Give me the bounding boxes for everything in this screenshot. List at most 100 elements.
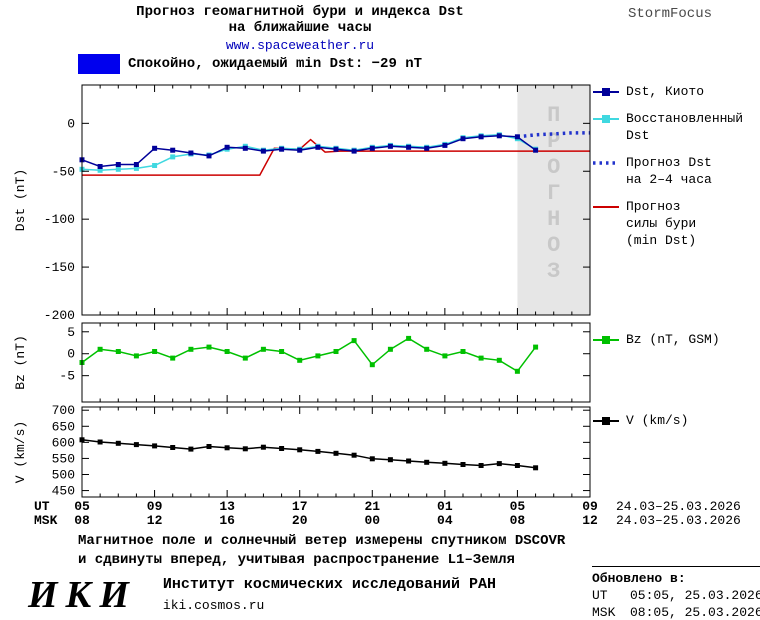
y-tick-label: 0 <box>67 116 75 131</box>
forecast-watermark-letter: Н <box>547 207 560 232</box>
updated-ut-zone: UT <box>592 588 608 603</box>
status-color-swatch <box>78 54 120 74</box>
note-line1: Магнитное поле и солнечный ветер измерен… <box>78 533 566 549</box>
series-bz-gsm-marker <box>188 346 194 352</box>
x-tick-label-msk: 20 <box>292 513 308 528</box>
series-solar-wind-speed-marker <box>297 447 303 453</box>
series-bz-gsm <box>81 337 537 373</box>
bz-marker-icon <box>593 336 619 344</box>
y-tick-label: 700 <box>52 403 75 418</box>
legend-label-bz: Bz (nT, GSM) <box>626 332 720 347</box>
series-dst-forecast-2-4h <box>517 131 590 139</box>
storm-status-indicator: Спокойно, ожидаемый min Dst: −29 nT <box>78 54 422 74</box>
series-bz-gsm-marker <box>406 335 412 341</box>
organization-text: Институт космических исследований РАН ik… <box>163 576 496 613</box>
legend-main: Dst, Киото Восстановленный Dst Прогноз D… <box>593 83 759 249</box>
series-solar-wind-speed-marker <box>224 445 230 451</box>
series-bz-gsm-marker <box>133 353 139 359</box>
series-solar-wind-speed-marker <box>514 463 520 468</box>
org-site-link[interactable]: iki.cosmos.ru <box>162 598 265 613</box>
series-bz-gsm-marker <box>387 346 393 352</box>
series-bz-gsm-marker <box>115 349 121 354</box>
series-bz-gsm-marker <box>152 349 158 354</box>
series-bz-gsm-marker <box>533 344 539 350</box>
org-name: Институт космических исследований РАН <box>162 576 496 593</box>
x-tick-label-ut: 09 <box>147 499 163 514</box>
series-bz-gsm-marker <box>424 346 430 352</box>
legend-item-dst-forecast: Прогноз Dst на 2–4 часа <box>593 154 759 188</box>
series-bz-gsm-marker <box>242 355 248 361</box>
series-solar-wind-speed-marker <box>351 452 357 458</box>
series-dst-kyoto-marker <box>496 133 502 139</box>
x-tick-label-ut: 09 <box>582 499 598 514</box>
y-axis-label: Dst (nT) <box>13 169 28 231</box>
x-tick-label-msk: 04 <box>437 513 453 528</box>
x-tick-label-ut: 01 <box>437 499 453 514</box>
x-tick-label-msk: 08 <box>74 513 90 528</box>
legend-label-storm-forecast: Прогноз силы бури (min Dst) <box>626 199 697 248</box>
iki-logo: ИКИ <box>28 574 137 616</box>
organization-block: ИКИ Институт космических исследований РА… <box>28 576 496 614</box>
series-dst-kyoto-marker <box>406 144 412 150</box>
series-dst-kyoto-marker <box>97 164 103 169</box>
forecast-watermark-letter: О <box>547 233 560 258</box>
spaceweather-link[interactable]: www.spaceweather.ru <box>225 38 375 53</box>
series-solar-wind-speed-marker <box>333 450 339 456</box>
series-dst-reconstructed-marker <box>115 166 121 172</box>
legend-label-dst-kyoto: Dst, Киото <box>626 84 705 99</box>
note-line2: и сдвинуты вперед, учитывая распростране… <box>78 552 515 568</box>
series-solar-wind-speed-marker <box>97 439 103 445</box>
forecast-watermark-letter: П <box>547 103 560 128</box>
x-tick-label-ut: 21 <box>364 499 380 514</box>
series-solar-wind-speed-marker <box>152 443 158 449</box>
header: Прогноз геомагнитной бури и индекса Dst … <box>80 4 520 53</box>
y-axis-label: Bz (nT) <box>13 335 28 390</box>
date-range-msk: 24.03–25.03.2026 <box>616 513 741 528</box>
series-bz-gsm-marker <box>260 346 266 352</box>
series-dst-kyoto-marker <box>460 136 466 142</box>
series-solar-wind-speed-marker <box>279 446 285 451</box>
series-solar-wind-speed-marker <box>315 448 321 454</box>
series-dst-kyoto-marker <box>333 146 339 152</box>
series-solar-wind-speed-marker <box>188 446 194 452</box>
plot-box <box>81 322 591 403</box>
series-dst-kyoto-marker <box>514 134 520 140</box>
series-dst-kyoto-marker <box>351 148 357 154</box>
series-solar-wind-speed-marker <box>242 446 248 452</box>
legend-item-dst-kyoto: Dst, Киото <box>593 83 759 100</box>
y-tick-label: 0 <box>67 347 75 362</box>
series-dst-kyoto-marker <box>369 145 375 151</box>
x-tick-label-ut: 05 <box>510 499 526 514</box>
updated-panel: Обновлено в: UT 05:05, 25.03.2026 MSK 08:0… <box>592 566 760 620</box>
updated-row-msk: MSK 08:05, 25.03.2026 <box>592 605 760 620</box>
series-solar-wind-speed-marker <box>170 445 176 450</box>
x-tick-label-msk: 00 <box>364 513 380 528</box>
ut-axis-label: UT <box>34 499 50 514</box>
series-dst-kyoto-marker <box>188 150 194 156</box>
dst-forecast-marker-icon <box>593 161 619 165</box>
series-dst-kyoto-marker <box>152 145 158 151</box>
series-solar-wind-speed-marker <box>387 457 393 463</box>
legend-bz: Bz (nT, GSM) <box>593 331 759 348</box>
y-axis-label: V (km/s) <box>13 421 28 483</box>
series-bz-gsm-marker <box>442 353 448 359</box>
legend-item-dst-reconstructed: Восстановленный Dst <box>593 110 759 144</box>
y-tick-label: 500 <box>52 468 75 483</box>
marker-square <box>602 417 610 425</box>
legend-item-storm-forecast: Прогноз силы бури (min Dst) <box>593 198 759 249</box>
series-dst-kyoto-marker <box>442 142 448 148</box>
x-tick-label-ut: 13 <box>219 499 235 514</box>
series-dst-kyoto-marker <box>478 134 484 140</box>
series-bz-gsm-marker <box>206 344 212 350</box>
series-bz-gsm-marker <box>224 349 230 354</box>
page-title: Прогноз геомагнитной бури и индекса Dst <box>136 4 464 20</box>
marker-square <box>602 115 610 123</box>
x-tick-label-msk: 12 <box>582 513 598 528</box>
series-solar-wind-speed-marker <box>133 442 139 448</box>
y-tick-label: -100 <box>44 212 75 227</box>
updated-ut-time: 05:05, 25.03.2026 <box>630 588 760 603</box>
legend-item-bz: Bz (nT, GSM) <box>593 331 759 348</box>
series-dst-kyoto-marker <box>115 162 121 167</box>
series-dst-kyoto-marker <box>206 153 212 159</box>
